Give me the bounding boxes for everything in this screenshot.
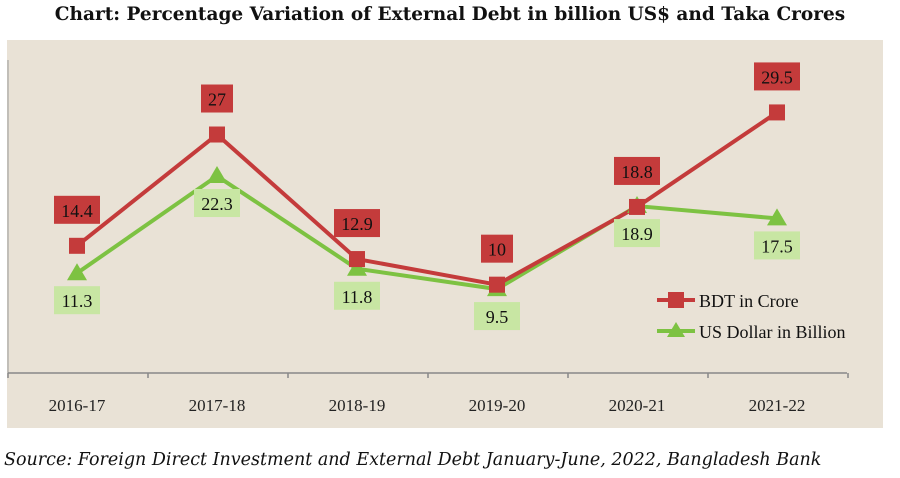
x-tick-label: 2016-17 [49,396,106,415]
data-label-box [194,189,240,218]
legend-label: US Dollar in Billion [699,322,846,342]
x-tick-label: 2021-22 [749,396,806,415]
legend-label: BDT in Crore [699,291,799,311]
data-point-triangle [767,208,787,226]
data-point-square [489,276,505,293]
data-label-box [201,84,233,113]
data-label-box [334,281,380,310]
plot-background [7,40,883,428]
data-point-triangle [347,258,367,276]
data-label: 18.8 [621,162,653,182]
data-label-box [54,286,100,315]
x-tick-label: 2020-21 [609,396,666,415]
data-label-box [54,195,100,224]
data-label: 11.3 [62,291,93,311]
legend-marker-triangle [667,322,685,337]
x-tick-label: 2018-19 [329,396,386,415]
legend-marker-square [668,292,684,308]
x-tick-label: 2017-18 [189,396,246,415]
series-line-1 [75,174,778,292]
data-label-box [481,234,513,263]
data-label: 22.3 [201,194,233,214]
data-label: 12.9 [341,214,373,234]
data-label-box [754,231,800,260]
data-point-square [69,237,85,254]
data-label: 18.9 [621,224,653,244]
data-point-square [349,251,365,268]
data-label-box [614,156,660,185]
data-label: 14.4 [61,201,93,221]
data-label: 10 [488,240,506,260]
data-label-box [334,209,380,238]
chart-title: Chart: Percentage Variation of External … [54,4,846,25]
data-point-square [629,198,645,215]
data-label: 17.5 [761,236,793,256]
data-label-box [614,219,660,248]
series-line-0 [75,110,779,287]
data-point-square [769,104,785,121]
data-point-triangle [67,263,87,281]
data-point-square [209,126,225,143]
data-label-box [754,62,800,91]
source-note: Source: Foreign Direct Investment and Ex… [4,450,822,470]
data-label: 9.5 [486,307,509,327]
data-label-box [474,302,520,331]
data-label: 29.5 [761,67,793,87]
data-point-triangle [207,166,227,184]
data-label: 11.8 [342,287,373,307]
data-label: 27 [208,90,226,110]
x-tick-label: 2019-20 [469,396,526,415]
